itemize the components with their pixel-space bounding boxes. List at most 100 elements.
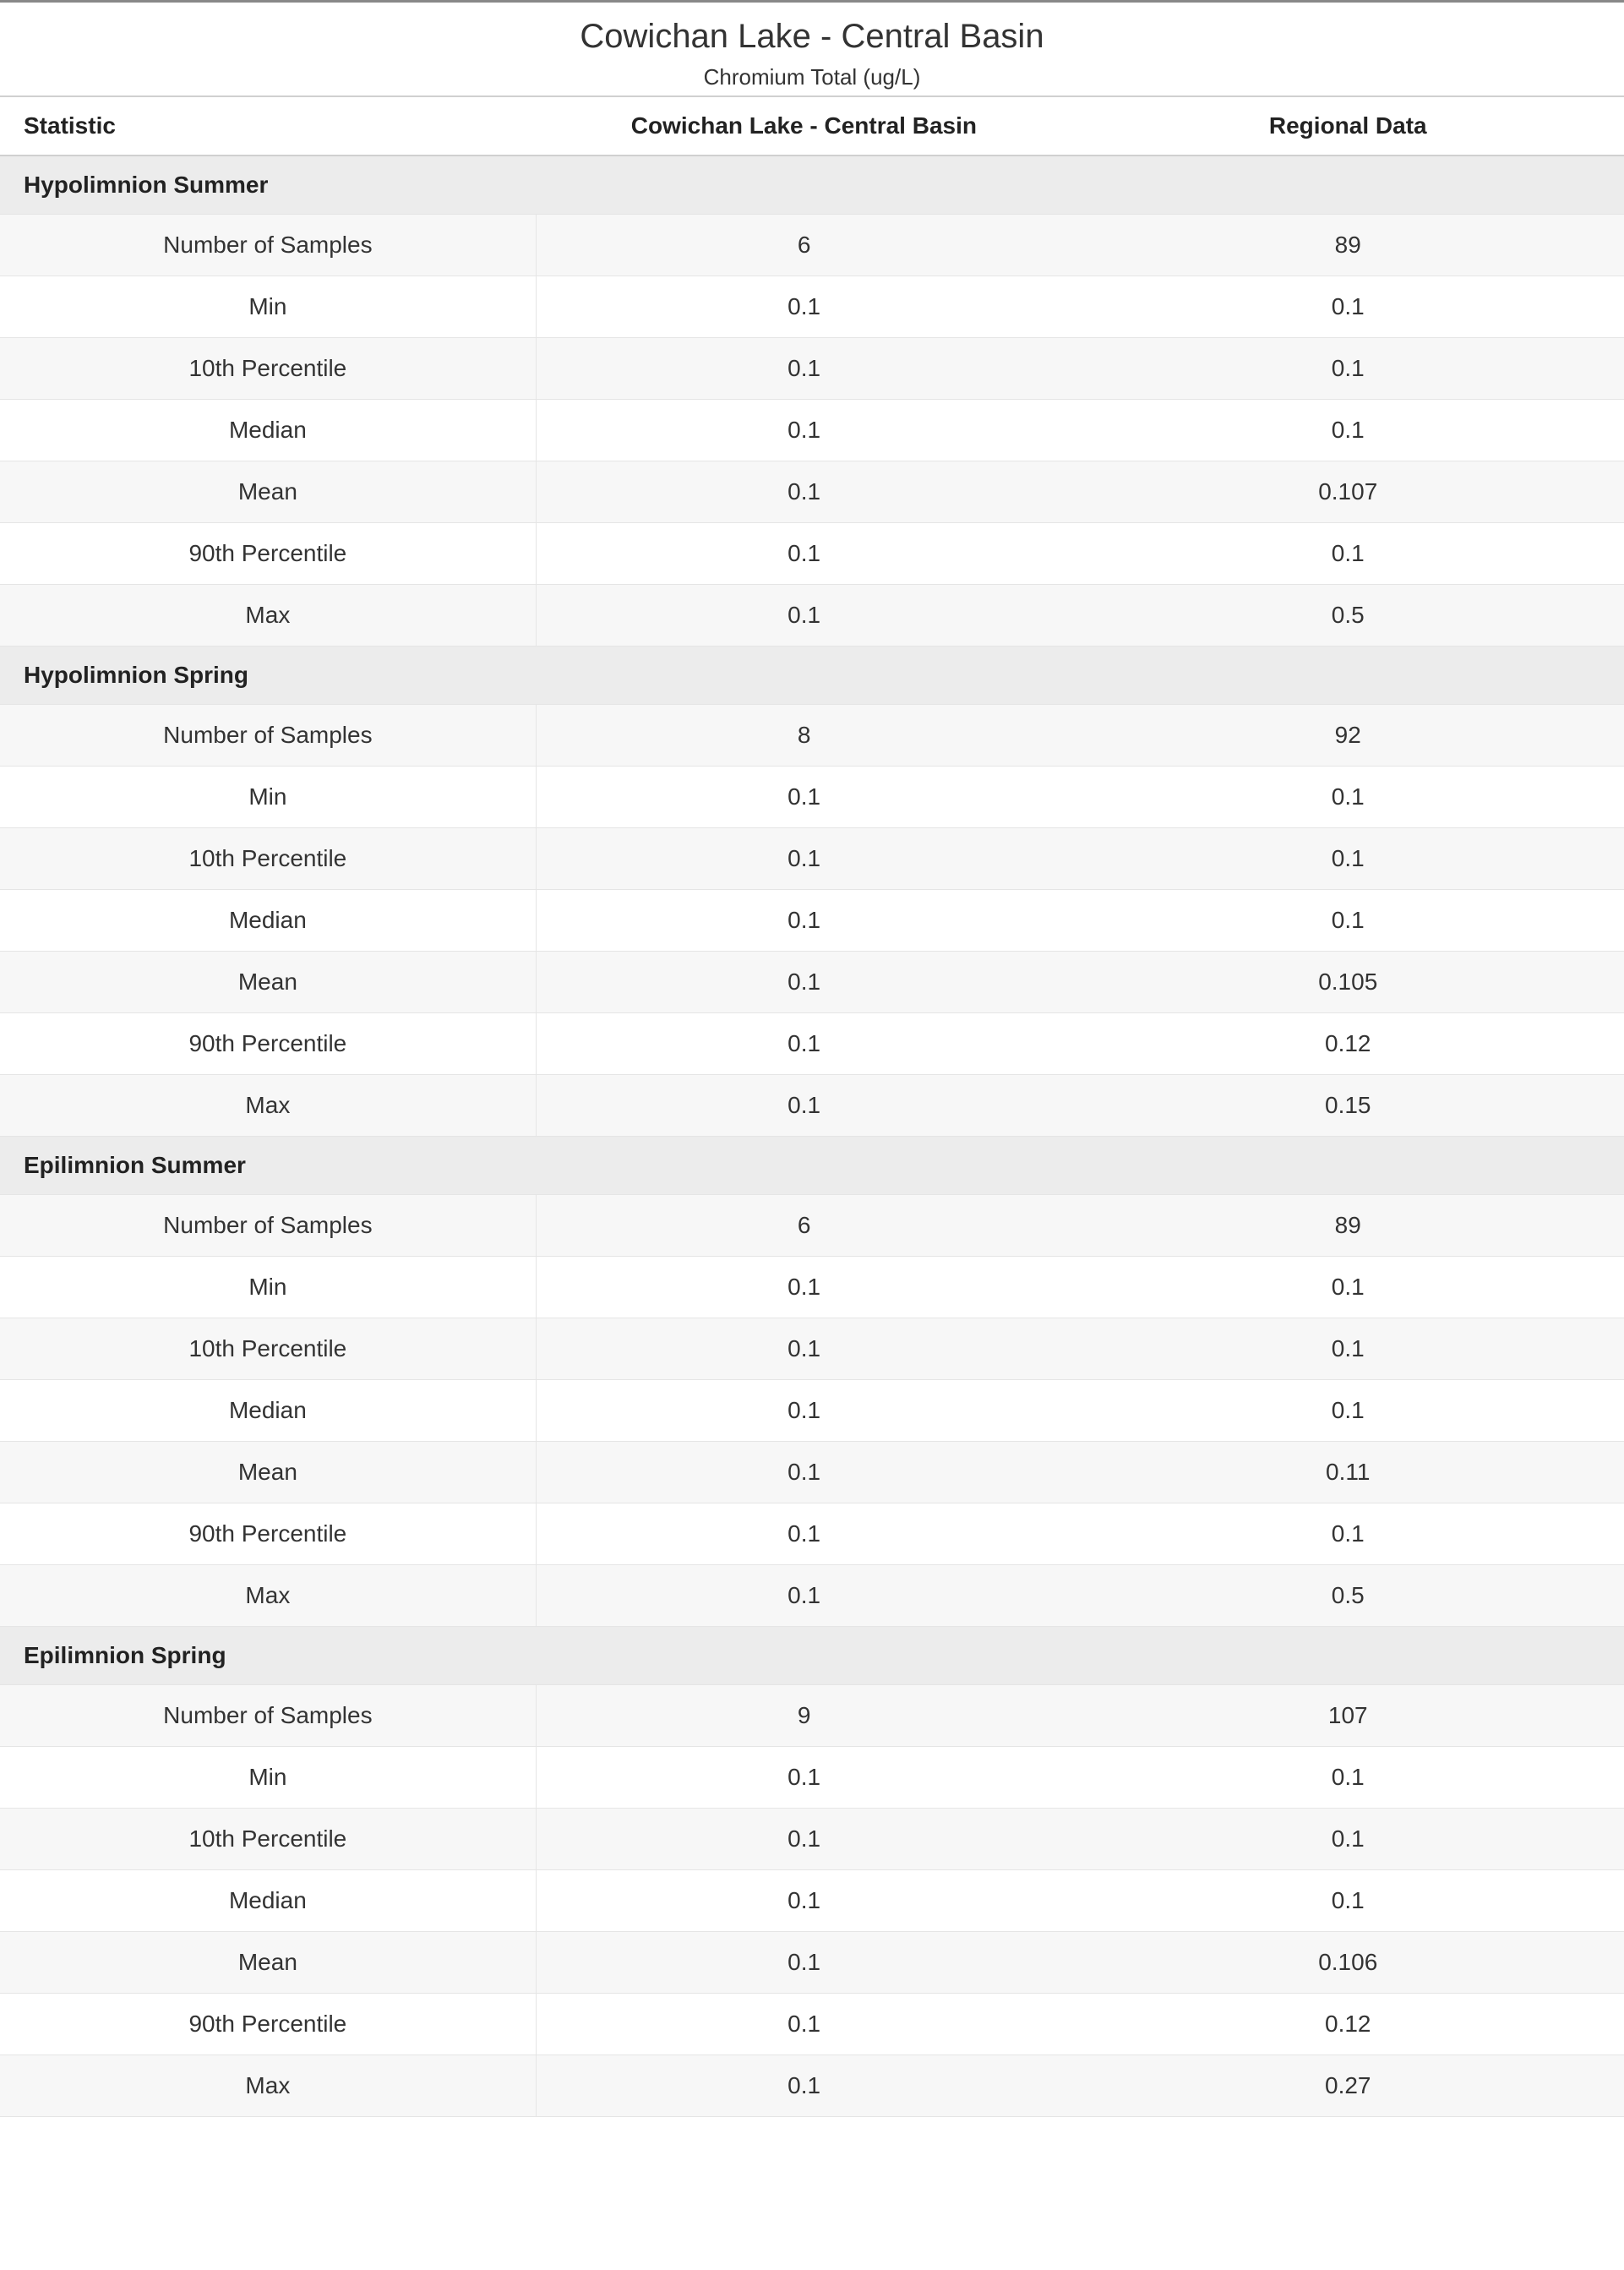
table-row: Mean0.10.107: [0, 461, 1624, 523]
value-site: 0.1: [536, 828, 1071, 890]
value-region: 0.1: [1072, 1503, 1624, 1565]
value-region: 0.5: [1072, 1565, 1624, 1627]
stat-label: Max: [0, 2055, 536, 2117]
stat-label: Number of Samples: [0, 705, 536, 767]
section-label: Hypolimnion Spring: [0, 647, 1624, 705]
value-site: 0.1: [536, 1870, 1071, 1932]
table-row: Number of Samples9107: [0, 1685, 1624, 1747]
table-row: Min0.10.1: [0, 276, 1624, 338]
value-site: 0.1: [536, 1318, 1071, 1380]
value-region: 0.15: [1072, 1075, 1624, 1137]
value-site: 0.1: [536, 1442, 1071, 1503]
value-site: 0.1: [536, 1257, 1071, 1318]
value-region: 0.107: [1072, 461, 1624, 523]
value-site: 6: [536, 1195, 1071, 1257]
value-region: 0.1: [1072, 276, 1624, 338]
stat-label: 90th Percentile: [0, 1013, 536, 1075]
table-row: Min0.10.1: [0, 767, 1624, 828]
col-statistic: Statistic: [0, 96, 536, 156]
value-region: 0.1: [1072, 400, 1624, 461]
table-row: Mean0.10.11: [0, 1442, 1624, 1503]
value-site: 0.1: [536, 585, 1071, 647]
stat-label: Mean: [0, 461, 536, 523]
stat-label: Min: [0, 276, 536, 338]
stat-label: Number of Samples: [0, 1195, 536, 1257]
table-row: Max0.10.5: [0, 1565, 1624, 1627]
value-region: 0.106: [1072, 1932, 1624, 1994]
section-row: Epilimnion Summer: [0, 1137, 1624, 1195]
section-label: Hypolimnion Summer: [0, 156, 1624, 215]
value-site: 0.1: [536, 338, 1071, 400]
value-region: 89: [1072, 1195, 1624, 1257]
value-site: 0.1: [536, 2055, 1071, 2117]
value-site: 0.1: [536, 461, 1071, 523]
section-row: Hypolimnion Summer: [0, 156, 1624, 215]
stat-label: Median: [0, 1380, 536, 1442]
value-region: 0.1: [1072, 1870, 1624, 1932]
value-region: 89: [1072, 215, 1624, 276]
stat-label: Min: [0, 767, 536, 828]
stat-label: Mean: [0, 952, 536, 1013]
table-body: Hypolimnion SummerNumber of Samples689Mi…: [0, 156, 1624, 2117]
section-label: Epilimnion Spring: [0, 1627, 1624, 1685]
value-site: 6: [536, 215, 1071, 276]
stat-label: 90th Percentile: [0, 1503, 536, 1565]
stat-label: Median: [0, 890, 536, 952]
stat-label: Max: [0, 585, 536, 647]
value-region: 0.11: [1072, 1442, 1624, 1503]
value-region: 92: [1072, 705, 1624, 767]
table-row: Median0.10.1: [0, 1380, 1624, 1442]
report-container: Cowichan Lake - Central Basin Chromium T…: [0, 0, 1624, 2117]
value-site: 0.1: [536, 767, 1071, 828]
stat-label: Max: [0, 1565, 536, 1627]
value-site: 0.1: [536, 1994, 1071, 2055]
stat-label: 10th Percentile: [0, 1318, 536, 1380]
stat-label: Max: [0, 1075, 536, 1137]
table-row: 10th Percentile0.10.1: [0, 828, 1624, 890]
stat-label: Mean: [0, 1932, 536, 1994]
value-region: 0.105: [1072, 952, 1624, 1013]
value-site: 0.1: [536, 400, 1071, 461]
value-region: 0.5: [1072, 585, 1624, 647]
value-region: 0.1: [1072, 890, 1624, 952]
table-row: 10th Percentile0.10.1: [0, 338, 1624, 400]
value-region: 0.1: [1072, 338, 1624, 400]
stat-label: Number of Samples: [0, 1685, 536, 1747]
stat-label: Median: [0, 400, 536, 461]
value-site: 0.1: [536, 1747, 1071, 1809]
table-row: 10th Percentile0.10.1: [0, 1809, 1624, 1870]
value-site: 0.1: [536, 1075, 1071, 1137]
table-row: Max0.10.15: [0, 1075, 1624, 1137]
value-region: 0.27: [1072, 2055, 1624, 2117]
value-site: 8: [536, 705, 1071, 767]
value-site: 0.1: [536, 276, 1071, 338]
table-row: Number of Samples689: [0, 1195, 1624, 1257]
value-site: 0.1: [536, 1503, 1071, 1565]
stats-table: Statistic Cowichan Lake - Central Basin …: [0, 95, 1624, 2117]
stat-label: 10th Percentile: [0, 338, 536, 400]
value-site: 0.1: [536, 523, 1071, 585]
value-region: 0.12: [1072, 1013, 1624, 1075]
title-block: Cowichan Lake - Central Basin Chromium T…: [0, 3, 1624, 95]
value-region: 0.1: [1072, 828, 1624, 890]
value-region: 0.1: [1072, 1380, 1624, 1442]
col-site: Cowichan Lake - Central Basin: [536, 96, 1071, 156]
stat-label: 90th Percentile: [0, 1994, 536, 2055]
value-region: 0.1: [1072, 1257, 1624, 1318]
table-row: Mean0.10.106: [0, 1932, 1624, 1994]
table-row: Median0.10.1: [0, 890, 1624, 952]
col-region: Regional Data: [1072, 96, 1624, 156]
table-row: Median0.10.1: [0, 400, 1624, 461]
table-row: 10th Percentile0.10.1: [0, 1318, 1624, 1380]
table-row: Number of Samples689: [0, 215, 1624, 276]
section-row: Epilimnion Spring: [0, 1627, 1624, 1685]
value-region: 0.1: [1072, 1747, 1624, 1809]
table-row: Min0.10.1: [0, 1257, 1624, 1318]
table-row: 90th Percentile0.10.1: [0, 523, 1624, 585]
value-region: 0.1: [1072, 1809, 1624, 1870]
value-region: 0.12: [1072, 1994, 1624, 2055]
value-region: 0.1: [1072, 1318, 1624, 1380]
value-site: 9: [536, 1685, 1071, 1747]
value-site: 0.1: [536, 952, 1071, 1013]
table-row: 90th Percentile0.10.1: [0, 1503, 1624, 1565]
